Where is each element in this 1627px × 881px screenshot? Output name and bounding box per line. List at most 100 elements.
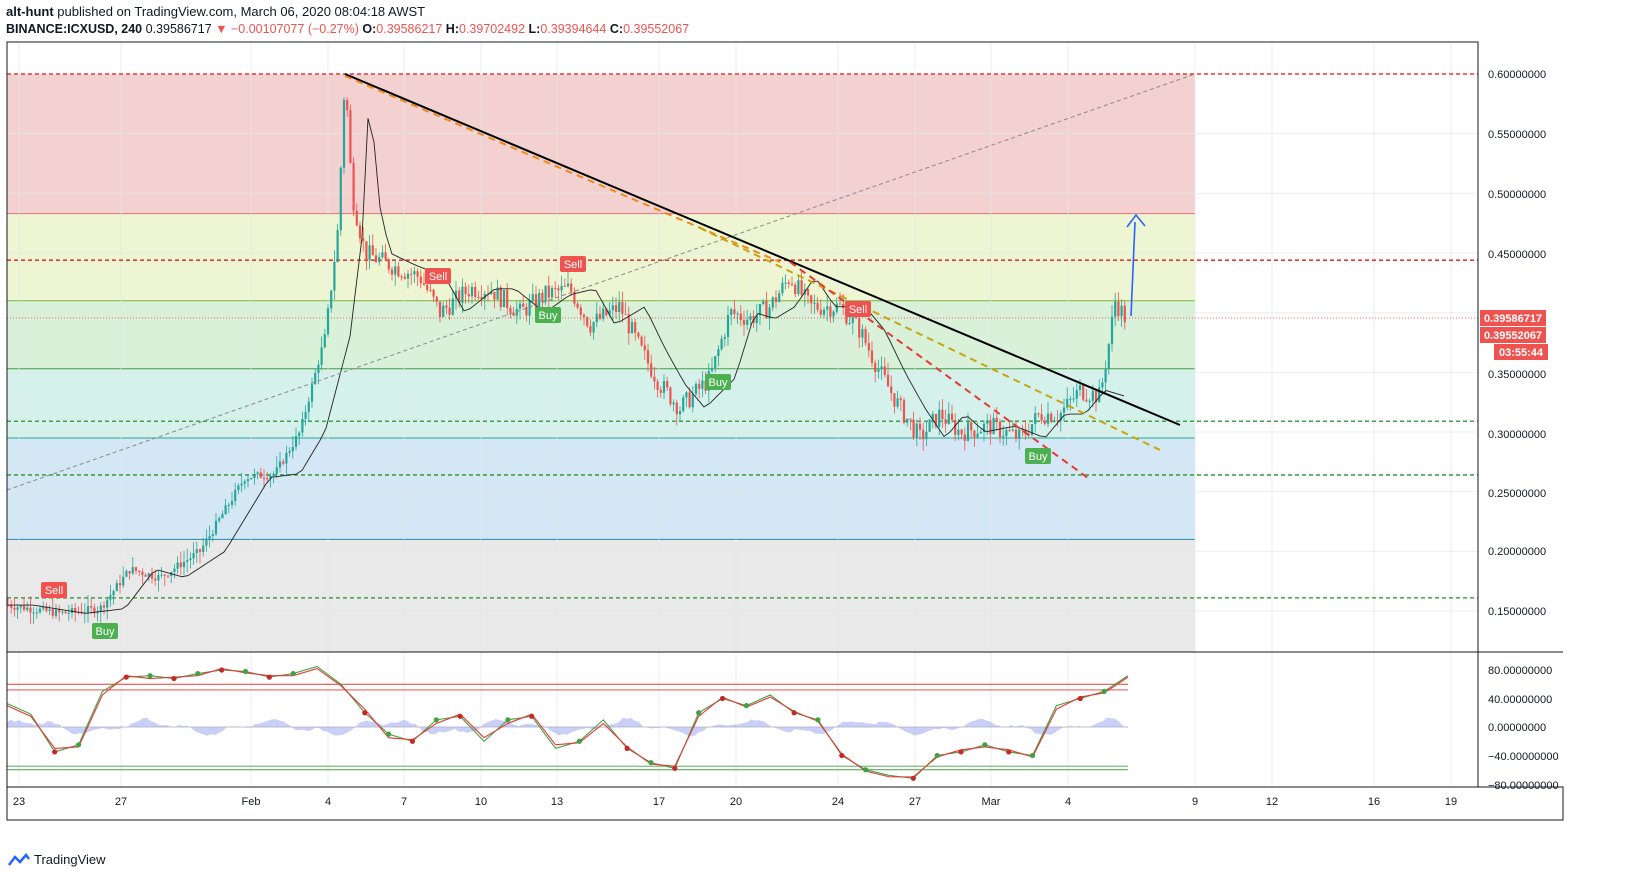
candle-body (877, 369, 880, 372)
candle-body (682, 397, 685, 412)
candle-body (419, 276, 422, 284)
candle-body (880, 366, 883, 370)
time-tick-label: 7 (401, 796, 407, 808)
candle-body (266, 478, 269, 480)
publish-info: published on TradingView.com, March 06, … (57, 4, 426, 19)
candle-body (330, 290, 333, 309)
candle-body (371, 245, 374, 256)
price-marker-text: 0.39586717 (1484, 313, 1542, 325)
candle-body (186, 560, 189, 562)
candle-body (883, 366, 886, 375)
candle-body (973, 430, 976, 438)
candle-body (509, 307, 512, 313)
candle-body (502, 289, 506, 308)
candle-body (106, 599, 109, 608)
price-tick-label: 0.45000000 (1488, 249, 1546, 261)
candle-body (99, 605, 102, 612)
candle-body (934, 413, 938, 427)
osc-line (6, 667, 1129, 778)
candle-body (474, 286, 477, 297)
candle-body (650, 363, 653, 377)
candle-body (656, 381, 659, 390)
candle-body (342, 99, 346, 168)
candle-body (189, 558, 192, 561)
osc-cross-dot (242, 668, 249, 675)
candle-body (938, 409, 941, 427)
candle-body (1050, 413, 1053, 422)
candle-body (592, 322, 595, 333)
candle-body (109, 595, 112, 600)
price-tick-label: 0.25000000 (1488, 488, 1546, 500)
candle-body (739, 313, 742, 321)
candle-body (778, 293, 781, 302)
author-name[interactable]: alt-hunt (6, 4, 54, 19)
candle-body (966, 422, 970, 441)
osc-cross-dot (1077, 695, 1083, 702)
candle-body (816, 303, 819, 310)
osc-cross-dot (624, 745, 630, 751)
osc-cross-dot (719, 695, 726, 702)
candle-body (570, 283, 573, 292)
osc-cross-dot (1029, 752, 1036, 759)
signal-text: Sell (849, 304, 867, 316)
candle-body (858, 318, 861, 338)
candle-body (314, 373, 317, 385)
osc-cross-dot (696, 710, 702, 716)
candle-body (720, 338, 723, 350)
candle-body (493, 291, 496, 300)
candle-body (141, 571, 144, 576)
close-value: 0.39552067 (623, 22, 690, 36)
candle-body (400, 276, 403, 278)
candle-body (886, 374, 890, 387)
candle-body (730, 309, 733, 316)
candle-body (579, 307, 582, 315)
candle-body (291, 446, 294, 452)
candle-body (608, 310, 611, 316)
osc-cross-dot (409, 738, 416, 744)
candle-body (909, 418, 912, 420)
candle-body (384, 252, 387, 260)
sell-signal (845, 301, 871, 317)
candle-body (13, 607, 16, 610)
candle-body (1091, 390, 1094, 401)
candle-body (797, 280, 800, 295)
candle-body (515, 308, 518, 316)
candle-body (1069, 398, 1072, 400)
candle-body (1062, 407, 1066, 413)
candle-body (595, 313, 598, 323)
time-tick-label: 20 (730, 796, 742, 808)
candle-body (74, 608, 77, 612)
trend-lines (6, 73, 1196, 491)
candle-body (976, 433, 979, 438)
last-price: 0.39586717 (145, 22, 212, 36)
candle-body (1034, 413, 1037, 425)
candle-body (979, 431, 982, 434)
candle-body (867, 343, 870, 351)
candle-body (22, 605, 26, 610)
candle-body (10, 605, 13, 608)
candle-body (157, 575, 160, 581)
candle-body (227, 504, 230, 506)
osc-cross-dot (672, 765, 678, 771)
osc-cross-dot (815, 717, 821, 723)
time-tick-label: 27 (909, 796, 921, 808)
candle-body (54, 609, 58, 616)
candle-body (365, 241, 368, 261)
price-tick-label: 0.20000000 (1488, 546, 1546, 558)
candle-body (259, 472, 262, 478)
candle-body (1072, 398, 1075, 400)
tradingview-logo[interactable]: TradingView (8, 852, 106, 867)
candle-body (560, 285, 563, 291)
candle-body (70, 608, 74, 614)
candle-body (438, 301, 442, 318)
candle-body (413, 271, 416, 275)
candle-body (538, 292, 541, 308)
candle-body (1117, 301, 1120, 317)
candle-body (115, 583, 118, 592)
candle-body (272, 474, 275, 476)
candle-body (147, 573, 150, 577)
candle-body (851, 317, 854, 324)
candle-body (269, 475, 272, 479)
candle-body (970, 422, 973, 431)
